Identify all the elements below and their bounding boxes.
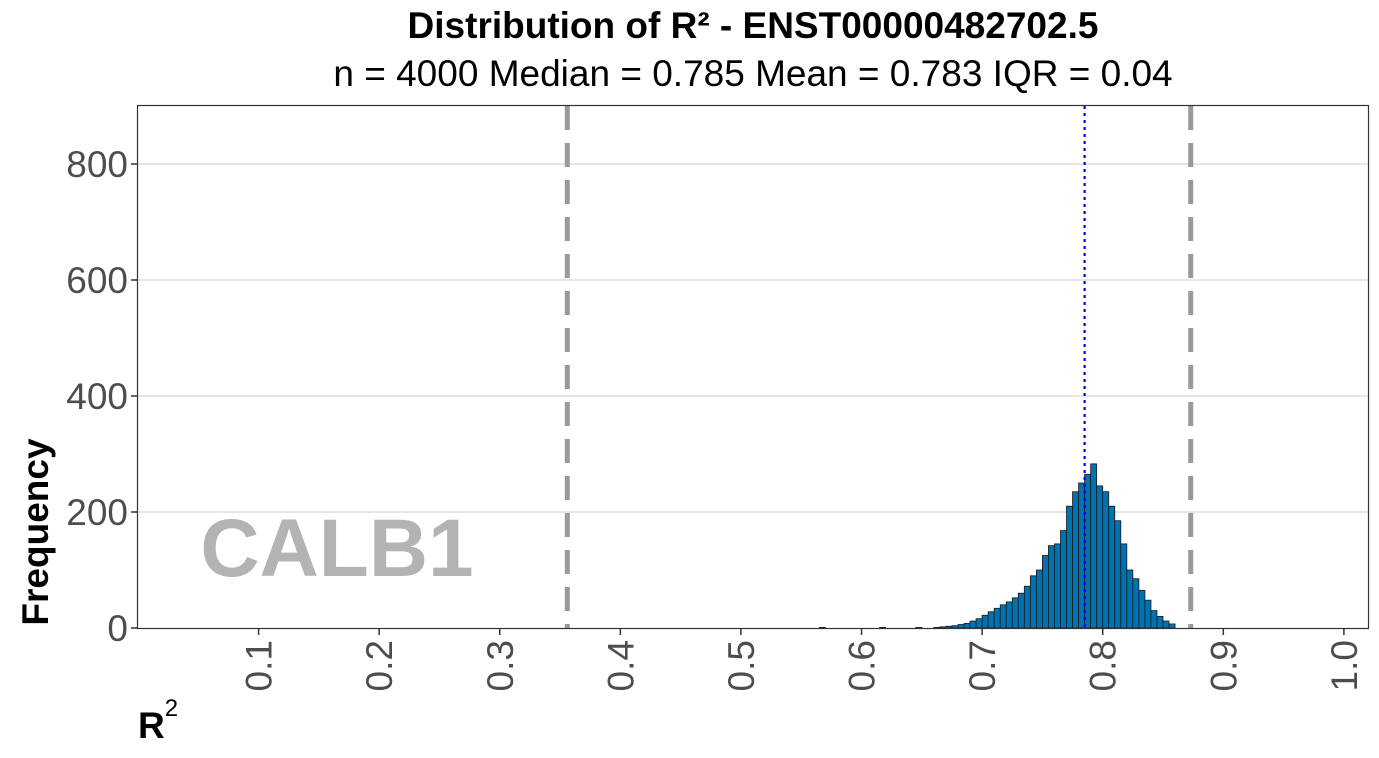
plot-panel-border xyxy=(136,104,1370,630)
histogram-bar xyxy=(1048,545,1055,629)
y-tick-label: 400 xyxy=(66,376,128,417)
histogram-bar xyxy=(1162,620,1170,629)
reference-lines xyxy=(564,106,1194,628)
histogram-bar xyxy=(1144,599,1152,629)
gene-watermark: CALB1 xyxy=(200,503,473,594)
histogram-bar xyxy=(1090,463,1098,629)
histogram-bar xyxy=(1168,623,1176,629)
histogram-bar xyxy=(1060,530,1067,629)
histogram-bar xyxy=(1150,610,1158,629)
histogram-bar xyxy=(999,604,1007,629)
histogram-bar xyxy=(957,624,965,629)
histogram-bar xyxy=(1005,601,1013,629)
x-tick-label: 0.3 xyxy=(480,640,521,691)
histogram-bar xyxy=(981,614,989,629)
histogram-bar xyxy=(1126,569,1134,629)
x-tick-label: 0.5 xyxy=(721,640,762,691)
histogram-bar xyxy=(987,611,995,629)
histogram-bar xyxy=(1029,575,1037,629)
histogram-bar xyxy=(969,620,977,629)
histogram-bar xyxy=(963,622,971,629)
x-axis-title-superscript: 2 xyxy=(165,695,178,722)
chart-subtitle: n = 4000 Median = 0.785 Mean = 0.783 IQR… xyxy=(333,53,1172,94)
y-tick-label: 600 xyxy=(66,260,128,301)
histogram-bar xyxy=(1102,491,1110,629)
y-tick-label: 800 xyxy=(66,144,128,185)
histogram-bar xyxy=(1054,543,1061,629)
histogram-bar xyxy=(1011,597,1019,629)
histogram-bar xyxy=(1035,569,1043,629)
histogram-bar xyxy=(1132,578,1140,629)
x-tick-label: 0.7 xyxy=(962,640,1003,691)
x-tick-label: 0.6 xyxy=(842,640,883,691)
chart-title: Distribution of R² - ENST00000482702.5 xyxy=(408,5,1099,46)
histogram-bar xyxy=(1120,543,1128,629)
histogram-bar xyxy=(1017,592,1025,629)
histogram-bar xyxy=(993,607,1001,629)
gridlines xyxy=(138,163,1368,513)
x-tick-label: 0.9 xyxy=(1203,640,1244,691)
histogram-bar xyxy=(1072,491,1079,629)
x-axis-ticks: 0.1 0.2 0.3 0.4 0.5 0.6 0.7 0.8 0.9 1.0 xyxy=(239,628,1365,691)
histogram-bar xyxy=(1114,520,1122,629)
x-axis-title-base: R xyxy=(138,705,165,746)
x-tick-label: 0.1 xyxy=(239,640,280,691)
x-tick-label: 0.8 xyxy=(1083,640,1124,691)
histogram-bar xyxy=(1096,485,1104,629)
histogram-bar xyxy=(1042,555,1049,629)
histogram-bar xyxy=(1023,585,1031,629)
histogram-bar xyxy=(1066,505,1073,629)
histogram-bar xyxy=(975,618,983,629)
histogram-bars xyxy=(818,463,1176,629)
histogram-bar xyxy=(1156,616,1164,629)
x-tick-label: 0.2 xyxy=(359,640,400,691)
x-tick-label: 0.4 xyxy=(600,640,641,691)
histogram-bar xyxy=(939,626,947,629)
x-tick-label: 1.0 xyxy=(1324,640,1365,691)
x-axis-title: R2 xyxy=(138,695,178,746)
histogram-bar xyxy=(945,625,953,629)
histogram-bar xyxy=(951,625,959,629)
y-tick-label: 0 xyxy=(107,608,128,649)
y-tick-label: 200 xyxy=(66,492,128,533)
y-axis-title: Frequency xyxy=(15,438,56,626)
histogram-bar xyxy=(1108,505,1116,629)
histogram-bar xyxy=(1138,589,1146,629)
y-axis-ticks: 0 200 400 600 800 xyxy=(66,144,138,649)
